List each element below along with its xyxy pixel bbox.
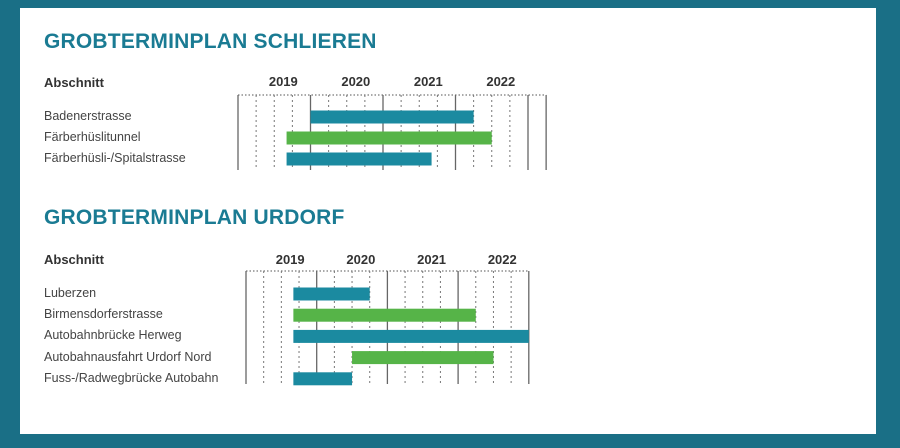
bar-urdorf-3 (352, 351, 494, 365)
row-label-schlieren: Färberhüslitunnel (44, 130, 141, 144)
row-label-urdorf: Autobahnausfahrt Urdorf Nord (44, 349, 212, 364)
row-label-urdorf: Autobahnbrücke Herweg (44, 328, 182, 343)
year-label-urdorf: 2022 (487, 252, 517, 267)
row-label-urdorf: Fuss-/Radwegbrücke Autobahn (44, 370, 219, 385)
content-panel: GROBTERMINPLAN SCHLIEREN Abschnitt 2019 2… (20, 8, 876, 434)
year-label-schlieren: 2022 (486, 74, 516, 89)
bar-urdorf-0 (293, 287, 370, 301)
year-label-urdorf: 2019 (275, 252, 305, 267)
row-label-schlieren: Färberhüsli-/Spitalstrasse (44, 151, 186, 165)
year-label-schlieren: 2020 (341, 74, 371, 89)
column-header-schlieren: Abschnitt (44, 75, 104, 90)
bar-urdorf-2 (293, 329, 529, 343)
year-label-schlieren: 2019 (268, 74, 298, 89)
bar-schlieren-0 (310, 110, 474, 124)
gantt-svg-urdorf (245, 270, 530, 386)
bar-schlieren-1 (286, 131, 492, 145)
year-label-urdorf: 2021 (417, 252, 447, 267)
gantt-svg-schlieren (237, 94, 547, 170)
bar-schlieren-2 (286, 152, 432, 166)
chart-title-urdorf: GROBTERMINPLAN URDORF (44, 206, 345, 229)
column-header-urdorf: Abschnitt (44, 252, 104, 267)
bar-urdorf-4 (293, 372, 353, 386)
chart-title-schlieren: GROBTERMINPLAN SCHLIEREN (44, 30, 377, 53)
year-label-urdorf: 2020 (346, 252, 376, 267)
row-label-urdorf: Luberzen (44, 286, 97, 300)
bar-urdorf-1 (293, 308, 476, 322)
row-label-urdorf: Birmensdorferstrasse (44, 307, 163, 322)
row-label-schlieren: Badenerstrasse (44, 109, 132, 123)
year-label-schlieren: 2021 (413, 74, 443, 89)
